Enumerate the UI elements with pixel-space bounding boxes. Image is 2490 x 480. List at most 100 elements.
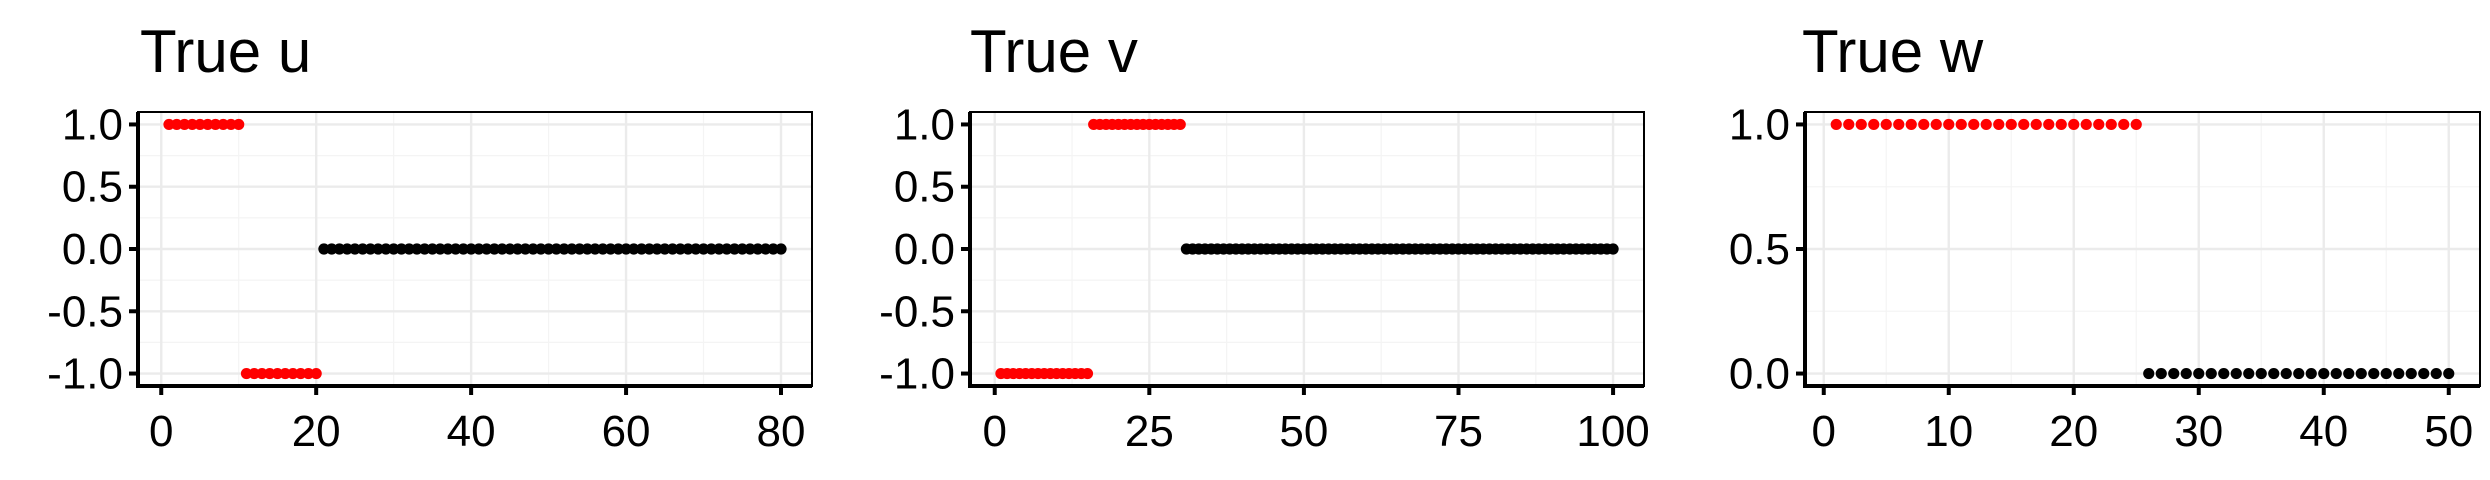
- data-point: [1968, 118, 1980, 131]
- data-point: [419, 243, 431, 255]
- data-point: [302, 367, 315, 380]
- data-point: [295, 367, 307, 380]
- data-point: [1880, 118, 1892, 131]
- data-point: [759, 243, 772, 255]
- panel-true-v: True v -1.0 -0.5 0.0 0.5 1.0 0 25 50 75 100: [879, 18, 1650, 456]
- data-point: [388, 243, 400, 255]
- data-point: [666, 243, 679, 255]
- data-point: [2293, 367, 2305, 380]
- data-point: [2343, 367, 2355, 380]
- data-point: [628, 243, 640, 255]
- data-point: [434, 243, 446, 255]
- data-point: [2068, 118, 2080, 131]
- data-point: [171, 118, 183, 131]
- data-point: [1893, 118, 1905, 131]
- data-point: [2443, 367, 2455, 380]
- data-point: [333, 243, 346, 255]
- y-tick-label: 0.0: [894, 225, 955, 274]
- data-point: [2143, 367, 2155, 380]
- data-point: [248, 367, 260, 380]
- data-point: [721, 243, 733, 255]
- data-point: [2355, 367, 2367, 380]
- data-point: [426, 243, 438, 255]
- data-point: [697, 243, 710, 255]
- data-point: [713, 243, 725, 255]
- data-point: [2243, 367, 2255, 380]
- data-point: [225, 118, 237, 131]
- data-point: [550, 243, 562, 255]
- data-point: [1855, 118, 1867, 131]
- panel-title-true-u: True u: [140, 18, 311, 85]
- data-point: [2430, 367, 2442, 380]
- data-point: [659, 243, 671, 255]
- data-point: [2268, 367, 2280, 380]
- data-point: [2305, 367, 2317, 380]
- data-point: [194, 118, 206, 131]
- data-point: [2393, 367, 2405, 380]
- data-point: [604, 243, 617, 255]
- data-point: [1930, 118, 1942, 131]
- data-point: [349, 243, 361, 255]
- x-tick-label: 100: [1576, 407, 1649, 456]
- y-tick-label: 0.5: [894, 163, 955, 212]
- data-point: [2168, 367, 2180, 380]
- data-point: [287, 367, 299, 380]
- data-point: [651, 243, 663, 255]
- y-tick-label: 1.0: [62, 100, 123, 149]
- data-point: [2330, 367, 2342, 380]
- data-point: [643, 243, 655, 255]
- y-tick-label: -0.5: [879, 287, 955, 336]
- x-tick-label: 60: [602, 407, 651, 456]
- data-point: [728, 243, 741, 255]
- y-tick-label: 1.0: [894, 100, 955, 149]
- data-point: [209, 118, 222, 131]
- data-point: [1081, 367, 1094, 380]
- x-tick-label: 30: [2174, 407, 2223, 456]
- data-point: [403, 243, 415, 255]
- data-point: [620, 243, 632, 255]
- data-point: [2218, 367, 2230, 380]
- data-point: [310, 367, 322, 380]
- data-point: [465, 243, 477, 255]
- data-point: [566, 243, 578, 255]
- data-point: [674, 243, 686, 255]
- data-point: [457, 243, 469, 255]
- x-tick-label: 10: [1924, 407, 1973, 456]
- data-point: [2043, 118, 2055, 131]
- data-point: [589, 243, 601, 255]
- x-tick-label: 50: [1279, 407, 1328, 456]
- data-point: [1955, 118, 1967, 131]
- data-point: [597, 243, 609, 255]
- data-point: [178, 118, 191, 131]
- x-tick-label: 75: [1434, 407, 1483, 456]
- data-point: [357, 243, 369, 255]
- x-tick-label: 0: [1812, 407, 1836, 456]
- data-points-w: [1830, 118, 2455, 380]
- minor-grid-u: [138, 112, 812, 386]
- panel-title-true-v: True v: [970, 18, 1138, 85]
- data-point: [2118, 118, 2130, 131]
- data-point: [450, 243, 462, 255]
- data-point: [2193, 367, 2205, 380]
- data-point: [690, 243, 702, 255]
- major-grid-w: [1805, 112, 2480, 386]
- data-point: [2380, 367, 2392, 380]
- data-point: [2368, 367, 2380, 380]
- data-point: [2405, 367, 2417, 380]
- x-tick-label: 40: [2299, 407, 2348, 456]
- data-point: [542, 243, 555, 255]
- data-point: [364, 243, 377, 255]
- panel-title-true-w: True w: [1802, 18, 1984, 85]
- data-point: [1993, 118, 2005, 131]
- data-point: [341, 243, 353, 255]
- y-tick-label: 1.0: [1729, 100, 1790, 149]
- data-point: [217, 118, 229, 131]
- data-point: [411, 243, 423, 255]
- data-point: [581, 243, 593, 255]
- data-point: [519, 243, 531, 255]
- data-point: [202, 118, 214, 131]
- data-points-v: [995, 118, 1619, 380]
- x-tick-label: 50: [2424, 407, 2473, 456]
- data-point: [2055, 118, 2067, 131]
